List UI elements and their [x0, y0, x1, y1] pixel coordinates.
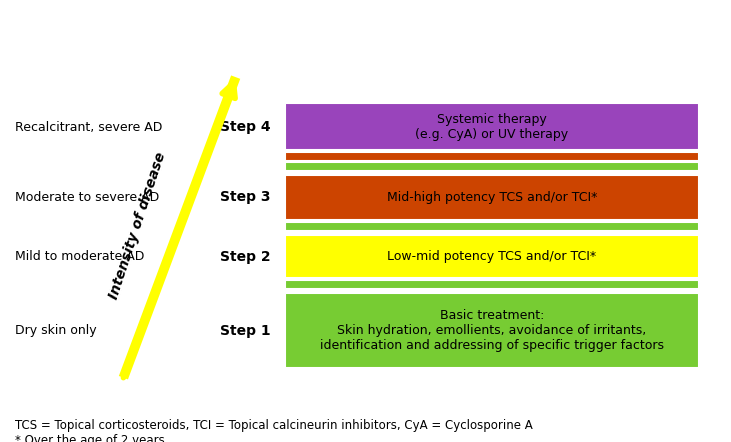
Text: TCS = Topical corticosteroids, TCI = Topical calcineurin inhibitors, CyA = Cyclo: TCS = Topical corticosteroids, TCI = Top…: [15, 419, 532, 442]
Text: Step 2: Step 2: [220, 250, 270, 264]
Text: Intensity of disease: Intensity of disease: [107, 150, 169, 301]
Text: Low-mid potency TCS and/or TCI*: Low-mid potency TCS and/or TCI*: [387, 250, 596, 263]
Text: Step 3: Step 3: [220, 191, 270, 204]
Bar: [285, 293, 699, 368]
Bar: [285, 103, 699, 150]
Text: Dry skin only: Dry skin only: [15, 324, 96, 337]
Text: Mid-high potency TCS and/or TCI*: Mid-high potency TCS and/or TCI*: [387, 191, 597, 204]
Bar: [285, 222, 699, 231]
Bar: [285, 175, 699, 220]
Text: Systemic therapy
(e.g. CyA) or UV therapy: Systemic therapy (e.g. CyA) or UV therap…: [415, 113, 569, 141]
Text: Basic treatment:
Skin hydration, emollients, avoidance of irritants,
identificat: Basic treatment: Skin hydration, emollie…: [320, 309, 664, 352]
Bar: [285, 162, 699, 171]
Bar: [285, 280, 699, 290]
Text: Mild to moderate AD: Mild to moderate AD: [15, 250, 144, 263]
Text: Recalcitrant, severe AD: Recalcitrant, severe AD: [15, 121, 162, 133]
Bar: [285, 152, 699, 161]
Text: Step 1: Step 1: [220, 324, 270, 338]
Bar: [285, 235, 699, 278]
Text: Step 4: Step 4: [220, 120, 270, 134]
Text: Moderate to severe AD: Moderate to severe AD: [15, 191, 159, 204]
